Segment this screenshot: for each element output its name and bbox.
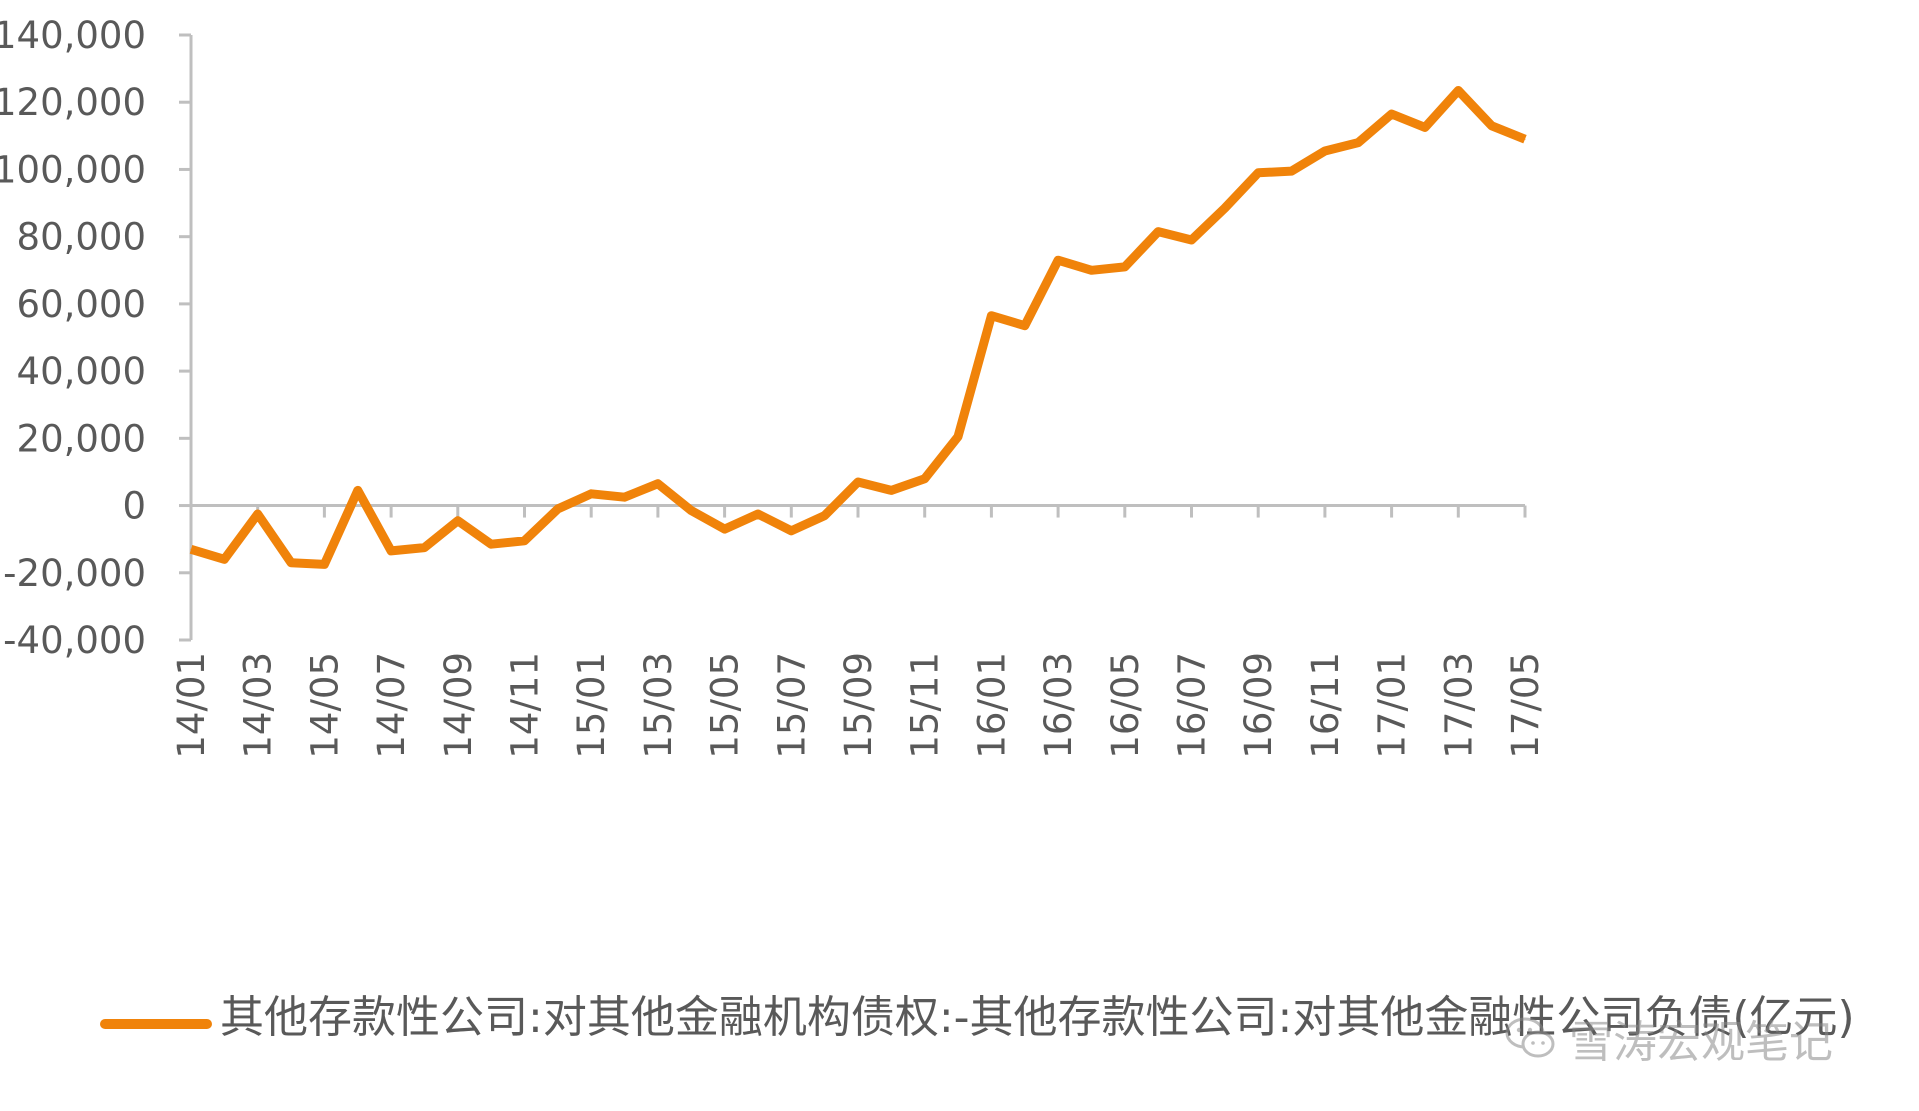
legend-swatch [100,1019,212,1029]
x-tick-label: 15/09 [837,652,880,759]
x-tick-label: 14/01 [170,652,213,759]
y-tick-label: -40,000 [3,619,146,662]
data-point [1324,150,1326,152]
data-point [990,315,992,317]
data-point [824,515,826,517]
data-point [924,478,926,480]
x-tick-label: 16/03 [1037,652,1080,759]
x-tick-labels: 14/01 14/03 14/05 14/07 14/09 14/11 15/01 15/03… [170,652,1547,759]
data-point [1391,113,1393,115]
data-point [624,496,626,498]
data-point [1491,125,1493,127]
data-point [490,543,492,545]
data-point [1291,170,1293,172]
x-tick-label: 16/01 [970,652,1013,759]
data-point [957,436,959,438]
data-point [1124,266,1126,268]
y-tick-labels: 140,000 120,000 100,000 80,000 60,000 40,000 2… [0,14,146,662]
x-tick-label: 16/05 [1104,652,1147,759]
x-tick-label: 16/11 [1304,652,1347,759]
data-point [857,481,859,483]
x-tick-label: 15/05 [704,652,747,759]
data-point [1424,126,1426,128]
data-point [257,513,259,515]
watermark-text: 雪涛宏观笔记 [1569,1017,1833,1068]
y-tick-label: 0 [122,485,146,528]
y-tick-label: 140,000 [0,14,146,57]
y-tick-label: -20,000 [3,552,146,595]
x-tick-label: 17/05 [1504,652,1547,759]
data-point [1090,269,1092,271]
data-point [524,540,525,542]
data-point [423,547,425,549]
data-point [1191,239,1192,241]
legend-label: 其他存款性公司:对其他金融机构债权:-其他存款性公司:对其他金融性公司负债(亿元… [220,992,1855,1043]
data-point [1224,207,1226,209]
chart: 140,000 120,000 100,000 80,000 60,000 40,000 2… [0,14,1547,759]
data-point [390,550,392,552]
y-tick-label: 20,000 [17,417,146,460]
x-tick-label: 15/07 [770,652,813,759]
y-tick-label: 100,000 [0,148,146,191]
data-point [1157,231,1159,233]
data-point [1524,138,1526,140]
wechat-icon [1505,1017,1555,1058]
y-tick-label: 40,000 [17,350,146,393]
data-point [457,520,459,522]
series-group [189,86,1527,569]
data-point [1357,142,1359,144]
data-point [690,510,692,512]
data-point [223,558,225,560]
data-point [590,493,592,495]
data-point [323,563,325,565]
data-point [724,528,726,530]
x-tick-label: 15/03 [637,652,680,759]
x-tick-label: 16/09 [1237,652,1280,759]
x-tick-label: 14/09 [437,652,480,759]
series-line [189,86,1527,569]
data-point [890,489,892,491]
x-tick-label: 14/05 [303,652,346,759]
x-tick-label: 17/03 [1437,652,1480,759]
x-tick-label: 17/01 [1371,652,1414,759]
data-point [790,530,792,532]
data-point [1057,259,1059,261]
x-tick-label: 15/01 [570,652,613,759]
y-tick-label: 120,000 [0,81,146,124]
x-tick-label: 14/11 [504,652,547,759]
data-point [357,489,359,491]
axes [179,33,1527,642]
x-tick-label: 16/07 [1171,652,1214,759]
data-point [290,562,292,564]
data-point [657,483,659,485]
x-tick-label: 14/03 [237,652,280,759]
data-point [1024,325,1026,327]
data-point [1457,89,1459,91]
data-point [190,548,192,550]
watermark: 雪涛宏观笔记 [1505,1010,1833,1068]
data-point [757,513,759,515]
y-tick-label: 80,000 [17,216,146,259]
x-tick-label: 15/11 [904,652,947,759]
y-tick-label: 60,000 [17,283,146,326]
data-point [1257,172,1259,174]
data-point [557,508,559,510]
x-tick-label: 14/07 [370,652,413,759]
